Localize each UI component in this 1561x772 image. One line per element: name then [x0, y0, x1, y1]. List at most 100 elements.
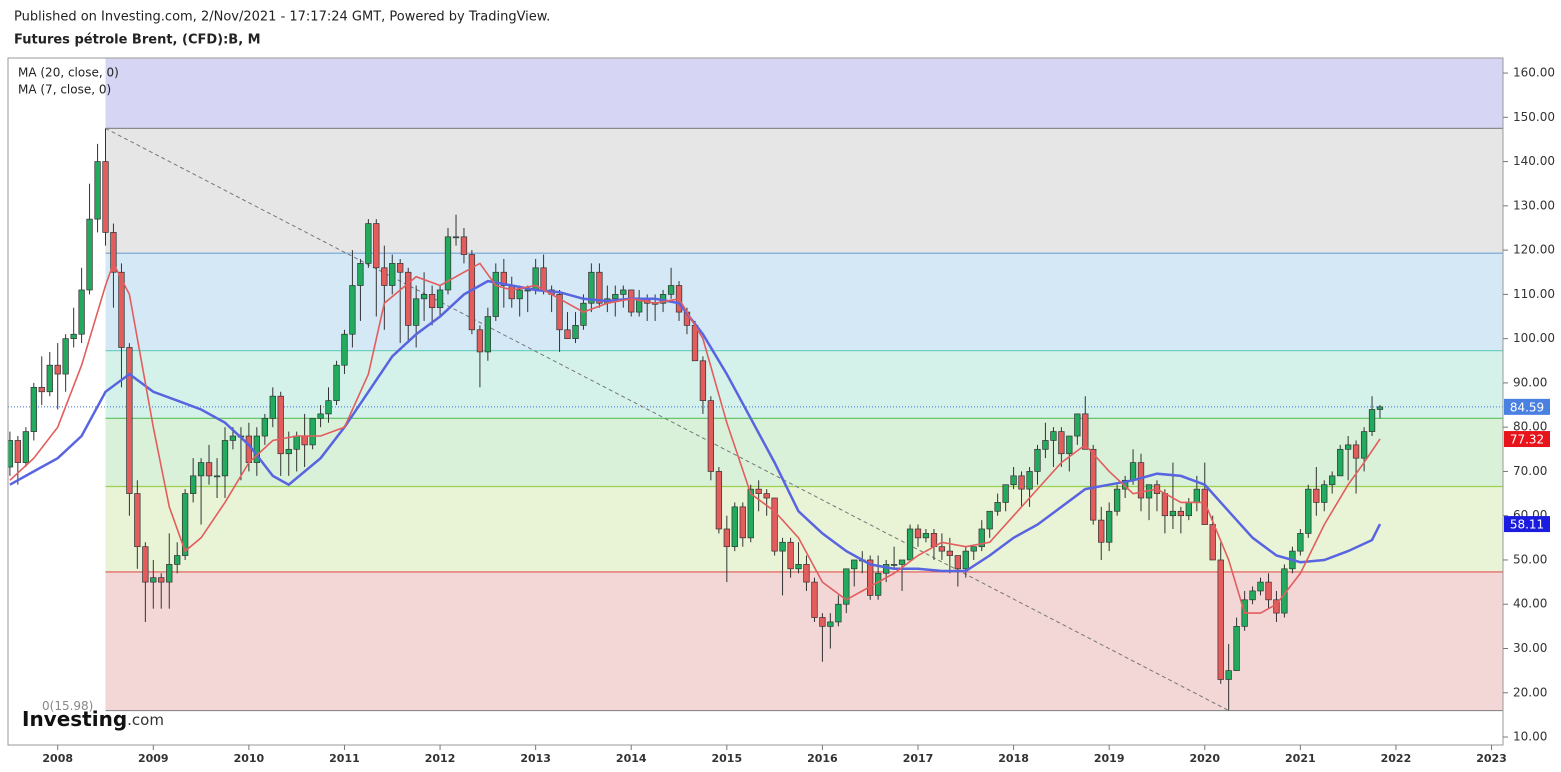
- candle-body: [38, 386, 45, 393]
- y-tick-label: 70.00: [1513, 464, 1547, 478]
- candle-body: [1137, 462, 1145, 499]
- price-badge: [1504, 398, 1550, 415]
- candle-body: [110, 232, 117, 273]
- chart-title: Futures pétrole Brent, (CFD):B, M: [14, 33, 261, 48]
- candle-body: [962, 550, 969, 570]
- candle-body: [1209, 524, 1216, 561]
- legend-entry: MA (7, close, 0): [18, 83, 111, 97]
- candle-body: [1169, 510, 1177, 517]
- candle-body: [1337, 448, 1344, 477]
- candle-body: [771, 497, 778, 552]
- candle-body: [1034, 448, 1041, 472]
- candle-body: [213, 475, 221, 478]
- candle-body: [1305, 488, 1312, 534]
- candle-body: [102, 161, 109, 233]
- candle-body: [564, 329, 571, 339]
- candle-body: [938, 546, 946, 552]
- candle-body: [8, 440, 14, 468]
- fib-band: [105, 486, 1503, 572]
- candle-body: [285, 448, 292, 455]
- candle-body: [1018, 475, 1025, 490]
- y-tick-label: 110.00: [1513, 287, 1555, 301]
- candle-body: [1058, 431, 1065, 455]
- candle-body: [1225, 670, 1232, 680]
- fib-band: [105, 253, 1503, 351]
- candle-body: [803, 564, 810, 583]
- candle-body: [580, 302, 587, 326]
- candle-body: [1010, 475, 1017, 486]
- candle-body: [142, 546, 149, 583]
- candle-body: [325, 400, 332, 415]
- candle-body: [54, 364, 61, 375]
- y-tick-label: 130.00: [1513, 198, 1555, 212]
- x-tick-label: 2010: [234, 752, 265, 765]
- x-tick-label: 2019: [1094, 752, 1125, 765]
- y-tick-label: 30.00: [1513, 641, 1547, 655]
- candle-body: [277, 395, 284, 455]
- x-tick-label: 2022: [1381, 752, 1412, 765]
- logo-suffix: .com: [127, 711, 164, 729]
- candle-body: [1026, 471, 1033, 490]
- x-tick-label: 2011: [329, 752, 360, 765]
- candle-body: [341, 333, 348, 366]
- candle-body: [540, 267, 547, 291]
- candle-body: [795, 564, 802, 570]
- candle-body: [221, 440, 229, 477]
- candle-body: [197, 462, 205, 477]
- candle-body: [1113, 488, 1121, 512]
- candle-body: [397, 263, 404, 273]
- x-tick-label: 2015: [712, 752, 743, 765]
- candle-body: [699, 360, 707, 401]
- candle-body: [596, 271, 603, 304]
- candle-body: [516, 289, 523, 300]
- y-tick-label: 10.00: [1513, 730, 1547, 744]
- candle-body: [1376, 406, 1384, 410]
- candle-body: [620, 289, 627, 295]
- candle-body: [898, 559, 906, 565]
- candle-body: [118, 271, 125, 348]
- candle-body: [707, 400, 715, 472]
- candle-body: [389, 263, 396, 286]
- candle-body: [1344, 444, 1352, 450]
- candle-body: [484, 316, 492, 353]
- candle-body: [150, 577, 157, 583]
- candle-body: [811, 581, 818, 618]
- candle-body: [1002, 484, 1009, 503]
- candle-body: [588, 271, 595, 304]
- candle-body: [1042, 440, 1049, 450]
- fib-label: 0(15.98): [42, 699, 93, 713]
- candle-body: [1352, 444, 1360, 459]
- candle-body: [691, 325, 699, 362]
- candle-body: [1161, 493, 1169, 517]
- y-tick-label: 40.00: [1513, 597, 1547, 611]
- x-tick-label: 2017: [903, 752, 934, 765]
- candle-body: [301, 435, 308, 446]
- x-tick-label: 2013: [520, 752, 551, 765]
- candle-body: [922, 533, 930, 539]
- candle-body: [78, 289, 85, 335]
- ma-line: [9, 261, 1381, 614]
- x-tick-label: 2009: [138, 752, 169, 765]
- price-badge: [1504, 431, 1550, 448]
- y-tick-label: 140.00: [1513, 154, 1555, 168]
- plot-frame: [7, 57, 1504, 746]
- y-tick-label: 160.00: [1513, 66, 1555, 80]
- candle-body: [293, 435, 300, 450]
- x-tick-label: 2008: [42, 752, 73, 765]
- candle-body: [126, 347, 133, 494]
- candle-body: [86, 218, 93, 291]
- published-note: Published on Investing.com, 2/Nov/2021 -…: [14, 10, 550, 25]
- fib-band: [105, 571, 1503, 711]
- x-tick-label: 2021: [1285, 752, 1316, 765]
- y-tick-label: 20.00: [1513, 685, 1547, 699]
- fib-band: [105, 58, 1503, 129]
- candle-body: [1201, 488, 1208, 525]
- candle-body: [22, 431, 30, 463]
- candle-body: [723, 528, 730, 548]
- candle-body: [1129, 462, 1137, 481]
- candle-body: [166, 564, 173, 583]
- candle-body: [978, 528, 985, 548]
- y-tick-label: 50.00: [1513, 552, 1547, 566]
- price-badge: [1504, 516, 1550, 533]
